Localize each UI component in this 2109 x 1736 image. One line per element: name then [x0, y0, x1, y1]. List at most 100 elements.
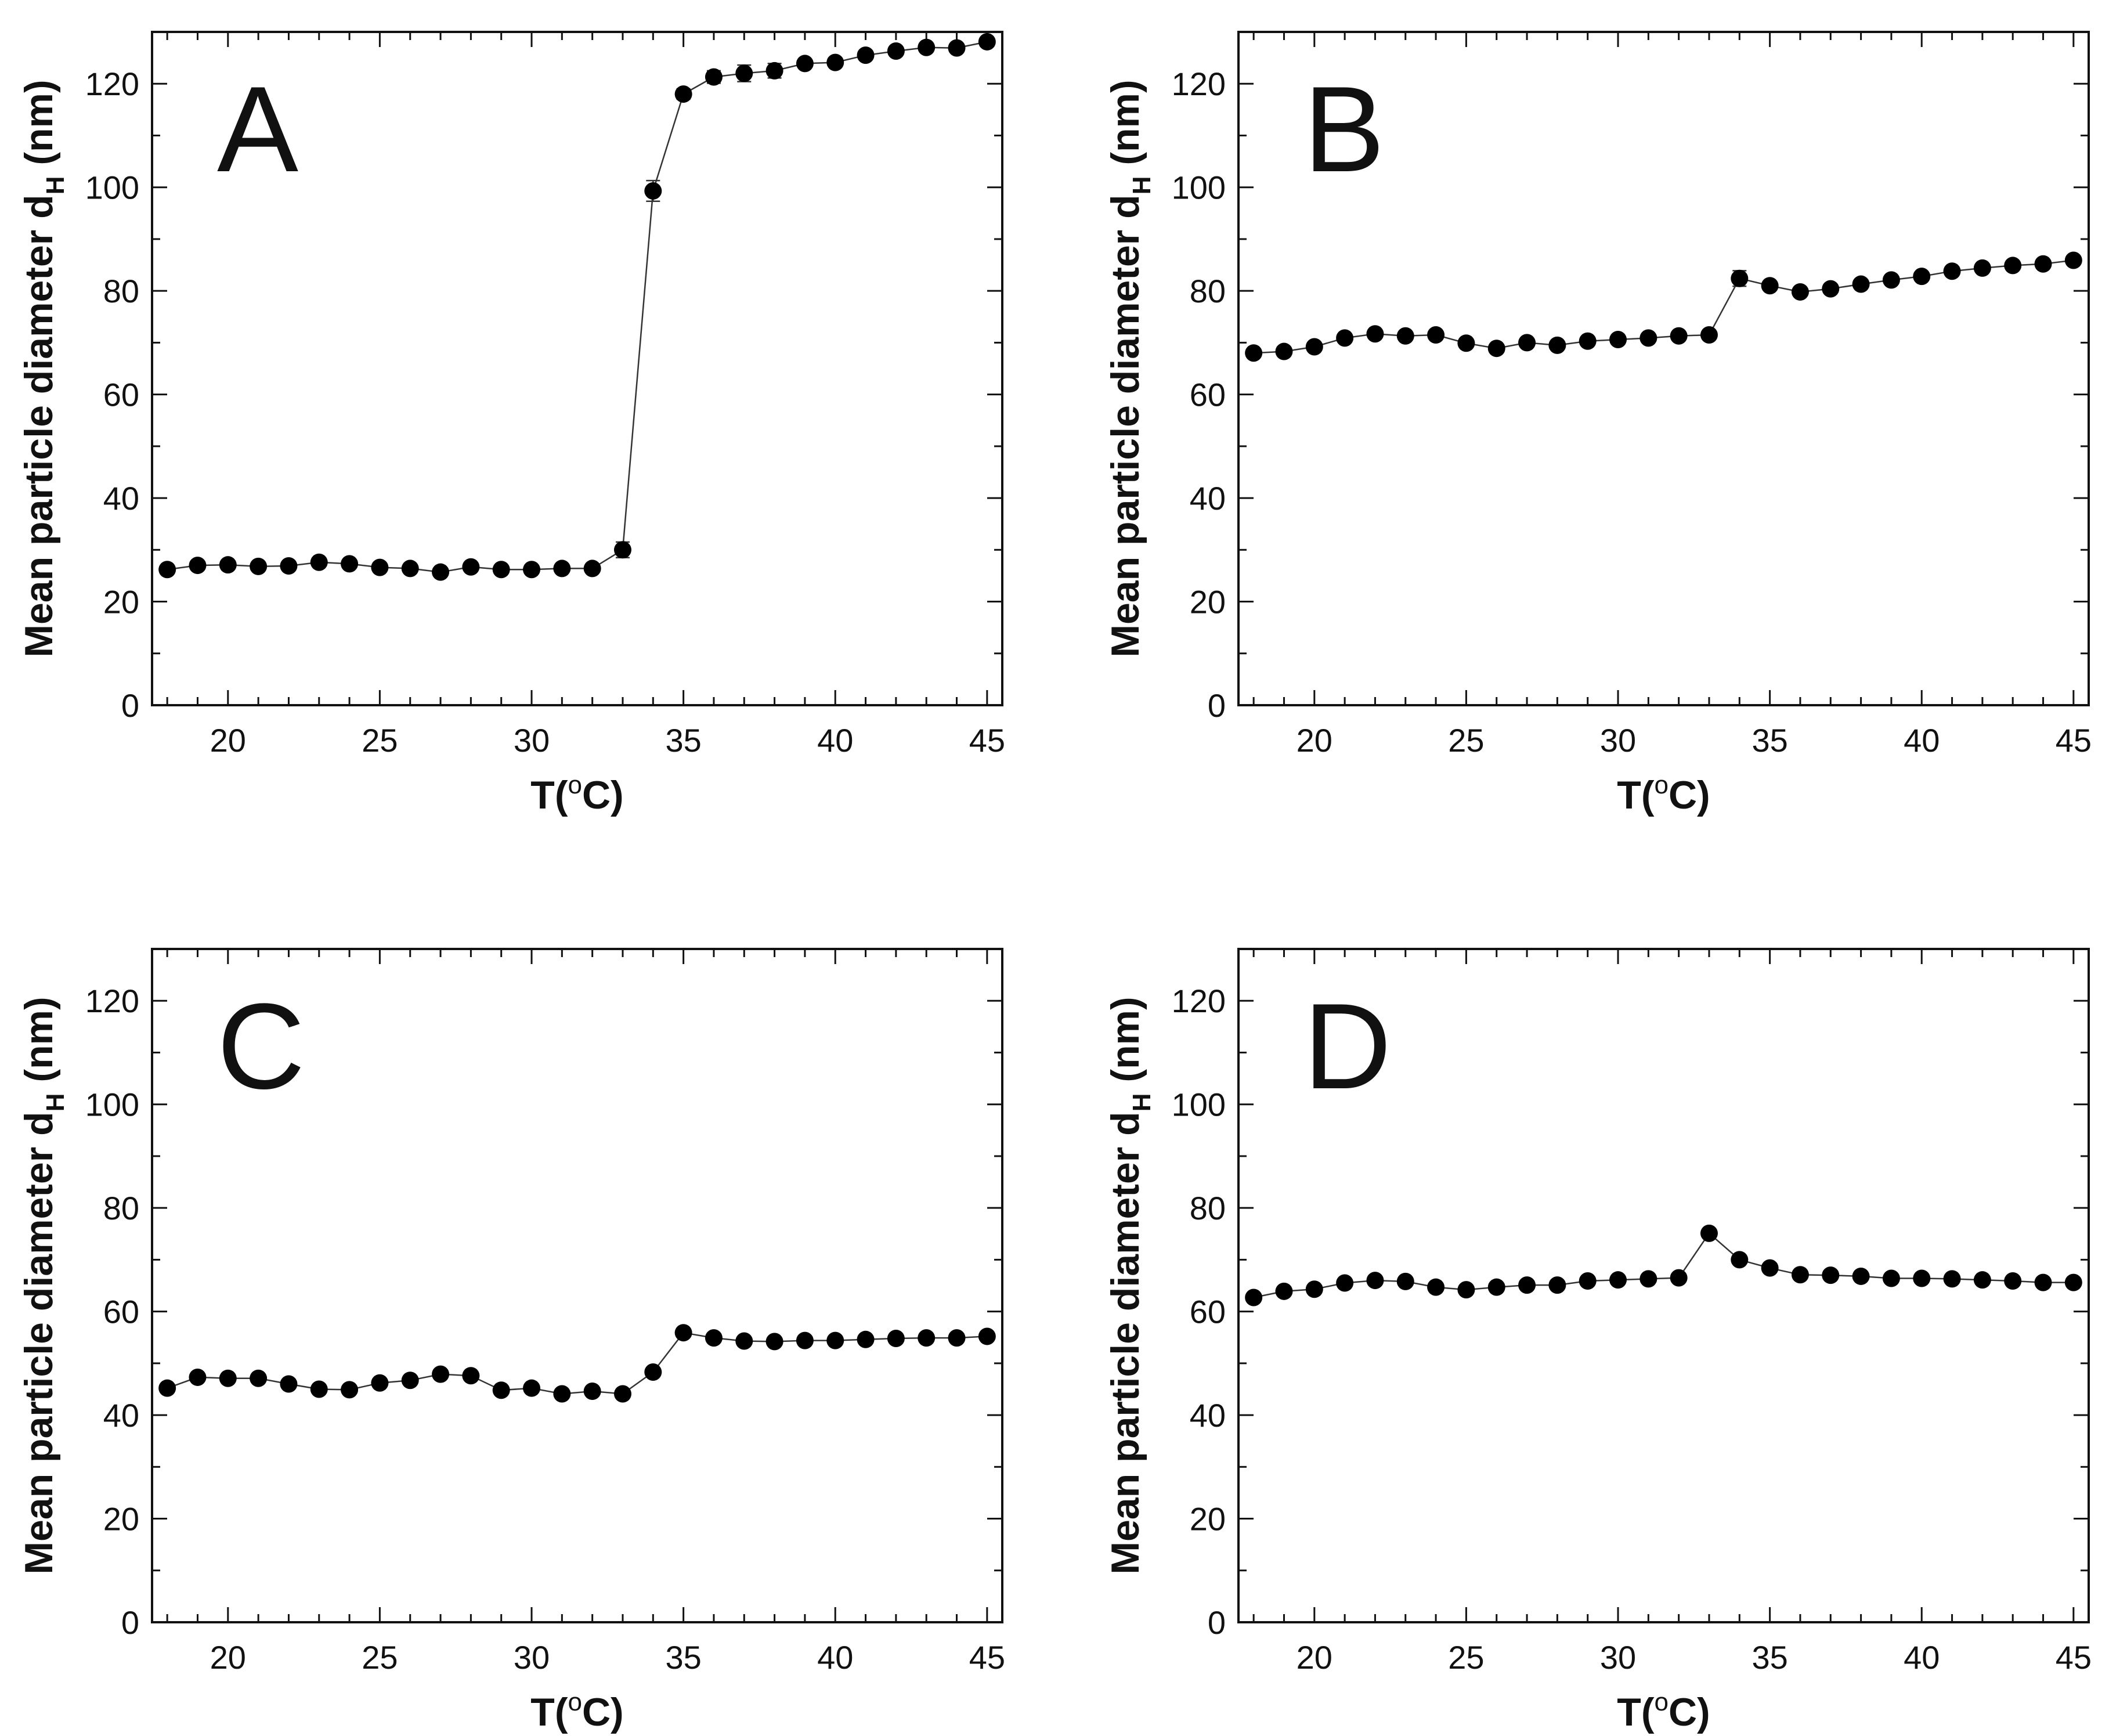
data-point — [2034, 255, 2052, 273]
y-axis-title: Mean particle diameter dH (nm) — [17, 997, 70, 1574]
x-axis-title: T(oC) — [530, 771, 623, 817]
y-axis-title: Mean particle diameter dH (nm) — [17, 80, 70, 657]
y-tick-label: 20 — [1190, 1501, 1226, 1538]
data-point — [1396, 1272, 1414, 1290]
data-point — [765, 1333, 783, 1351]
data-point — [2004, 257, 2022, 275]
data-point — [1427, 326, 1445, 344]
data-point — [219, 1369, 237, 1387]
y-tick-label: 100 — [1172, 169, 1226, 206]
data-point — [1518, 1276, 1536, 1294]
plot-frame — [1237, 31, 2090, 706]
chart-panel-a: 20 25 30 35 40 45 0 20 40 60 80 100 120 T(oC) Mean par… — [17, 31, 1005, 817]
y-tick-label: 0 — [1208, 1604, 1226, 1641]
data-point — [523, 561, 541, 579]
x-tick-label: 30 — [1600, 1639, 1636, 1676]
x-tick-label: 25 — [362, 1639, 398, 1676]
chart-panel-d: 20 25 30 35 40 45 0 20 40 60 80 100 120 T(oC) Mean par… — [1103, 948, 2092, 1734]
data-point — [371, 1374, 389, 1392]
data-point — [1639, 329, 1657, 347]
x-tick-label: 40 — [817, 722, 853, 759]
data-point — [1731, 269, 1749, 287]
data-point — [2064, 1273, 2082, 1291]
x-tick-label: 40 — [817, 1639, 853, 1676]
x-tick-label: 25 — [1448, 722, 1484, 759]
data-point — [1548, 1276, 1566, 1294]
y-tick-label: 20 — [103, 1501, 139, 1538]
data-point — [1579, 332, 1597, 350]
y-tick-label: 120 — [85, 983, 139, 1019]
data-point — [918, 38, 936, 56]
panel-label: C — [217, 978, 305, 1114]
data-point — [1245, 1289, 1263, 1306]
data-point — [371, 558, 389, 576]
data-point — [1305, 1280, 1323, 1298]
data-point — [1973, 259, 1991, 277]
data-point — [219, 556, 237, 574]
data-point — [432, 563, 450, 581]
x-tick-label: 45 — [2056, 1639, 2092, 1676]
plot-frame — [1237, 948, 2090, 1623]
data-point — [613, 541, 631, 559]
data-point — [1396, 327, 1414, 345]
data-point — [1487, 1278, 1505, 1296]
panel-label: B — [1303, 61, 1385, 197]
x-axis-title: T(oC) — [1617, 1688, 1710, 1734]
x-tick-label: 35 — [1752, 1639, 1787, 1676]
x-axis-title: T(oC) — [530, 1688, 623, 1734]
y-tick-label: 60 — [103, 1294, 139, 1330]
data-point — [553, 1385, 571, 1403]
panel-label: A — [217, 61, 298, 197]
y-tick-label: 20 — [103, 584, 139, 620]
data-point — [735, 1332, 753, 1350]
data-point — [1487, 340, 1505, 358]
data-point — [1457, 1281, 1475, 1299]
data-point — [1943, 1270, 1961, 1288]
panel-label: D — [1303, 978, 1392, 1114]
series-line — [167, 41, 988, 573]
y-tick-label: 20 — [1190, 584, 1226, 620]
x-tick-label: 25 — [1448, 1639, 1484, 1676]
x-tick-label: 20 — [210, 722, 246, 759]
data-point — [280, 1375, 298, 1393]
data-point — [1275, 1282, 1293, 1300]
data-point — [1913, 1269, 1931, 1287]
data-point — [189, 1368, 207, 1386]
data-point — [978, 33, 996, 50]
y-tick-label: 80 — [103, 1190, 139, 1226]
x-tick-label: 35 — [1752, 722, 1787, 759]
data-point — [735, 64, 753, 82]
x-tick-label: 40 — [1904, 1639, 1940, 1676]
y-tick-label: 40 — [1190, 480, 1226, 517]
x-tick-label: 45 — [969, 722, 1005, 759]
data-point — [2034, 1273, 2052, 1291]
data-point — [492, 561, 510, 579]
data-point — [1609, 1271, 1627, 1289]
chart-panel-b: 20 25 30 35 40 45 0 20 40 60 80 100 120 T(oC) Mean par… — [1103, 31, 2092, 817]
data-point — [1366, 1272, 1384, 1290]
y-tick-label: 60 — [1190, 377, 1226, 413]
data-point — [1731, 1251, 1749, 1269]
data-point — [1427, 1278, 1445, 1296]
y-tick-label: 120 — [85, 66, 139, 102]
y-tick-label: 120 — [1172, 983, 1226, 1019]
data-point — [826, 53, 844, 71]
data-point — [826, 1331, 844, 1349]
data-point — [492, 1381, 510, 1399]
data-point — [1700, 1224, 1718, 1242]
data-point — [948, 39, 966, 57]
y-tick-label: 100 — [1172, 1087, 1226, 1123]
x-tick-label: 20 — [1297, 722, 1332, 759]
data-point — [158, 561, 176, 579]
x-axis-title: T(oC) — [1617, 771, 1710, 817]
data-point — [583, 560, 601, 578]
data-point — [250, 557, 268, 575]
data-point — [432, 1365, 450, 1383]
y-tick-label: 100 — [85, 169, 139, 206]
x-tick-label: 35 — [665, 1639, 701, 1676]
data-point — [1457, 334, 1475, 352]
data-point — [1943, 262, 1961, 280]
series-line — [1253, 1232, 2074, 1298]
data-point — [978, 1327, 996, 1345]
data-point — [553, 560, 571, 578]
